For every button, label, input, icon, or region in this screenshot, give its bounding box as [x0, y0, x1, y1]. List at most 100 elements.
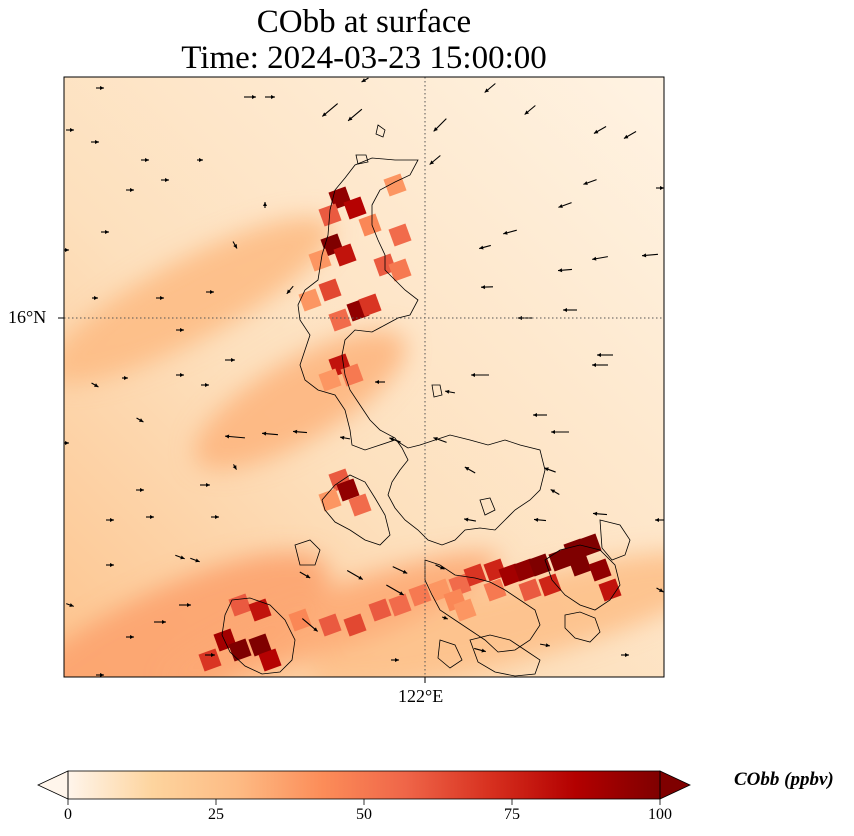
wind-arrow-head	[65, 248, 69, 252]
wind-arrow	[321, 103, 339, 117]
wind-arrow-head	[464, 467, 470, 471]
wind-arrow-head	[558, 204, 563, 208]
wind-arrow-head	[206, 483, 210, 487]
wind-arrow-head	[150, 515, 154, 519]
wind-arrow	[176, 373, 184, 377]
wind-arrow-head	[660, 186, 664, 190]
wind-arrow	[558, 202, 572, 208]
colorbar-title: CObb (ppbv)	[734, 769, 834, 790]
hotspot-cell	[343, 196, 367, 220]
wind-arrow-head	[544, 467, 549, 472]
wind-arrow	[441, 615, 449, 620]
co-grid-cells	[198, 173, 622, 672]
wind-arrow	[197, 158, 203, 162]
wind-arrow	[190, 557, 200, 563]
wind-arrow	[592, 256, 608, 261]
coastline-segment	[221, 597, 296, 675]
wind-arrow	[433, 437, 447, 443]
hotspot-cell	[368, 598, 392, 622]
colorbar-max-extend	[659, 770, 691, 800]
wind-arrow-head	[479, 245, 484, 250]
coastline-segment	[479, 497, 496, 516]
colorbar-tick-label: 100	[648, 806, 672, 823]
coastline-segment	[599, 519, 631, 561]
wind-arrow	[244, 95, 256, 99]
hotspot-cell	[348, 493, 372, 517]
wind-arrow	[205, 653, 215, 657]
wind-arrow-head	[211, 653, 215, 657]
wind-arrow	[66, 603, 74, 607]
wind-arrow-head	[433, 127, 438, 132]
wind-arrow-head	[534, 517, 539, 522]
wind-arrow-head	[180, 373, 184, 377]
wind-arrow-head	[231, 358, 235, 362]
hotspot-cell	[228, 593, 252, 617]
wind-arrow-head	[263, 202, 267, 206]
wind-arrow	[92, 296, 98, 300]
wind-arrow	[391, 658, 399, 662]
hotspot-cell	[538, 573, 562, 597]
wind-arrow-head	[597, 353, 601, 357]
wind-arrow	[176, 328, 184, 332]
wind-arrow-head	[262, 431, 267, 436]
hotspot-cell	[358, 293, 382, 317]
hotspot-cell	[343, 613, 367, 637]
wind-arrow-head	[162, 620, 166, 624]
wind-vectors	[64, 77, 664, 677]
wind-arrow-head	[545, 643, 550, 648]
hotspot-cell	[563, 538, 587, 562]
wind-arrow-head	[550, 489, 556, 494]
wind-arrow	[474, 647, 486, 653]
colorbar-bar	[68, 771, 660, 799]
plume-band	[307, 551, 664, 677]
hotspot-cell	[598, 578, 622, 602]
wind-arrow	[126, 635, 134, 639]
wind-arrow-head	[313, 627, 318, 632]
wind-arrow	[479, 244, 491, 250]
hotspot-cell	[388, 593, 412, 617]
wind-arrow-head	[433, 437, 438, 441]
wind-arrow	[593, 126, 607, 134]
wind-arrow	[444, 389, 456, 394]
wind-arrow	[524, 105, 536, 115]
wind-arrow-head	[100, 673, 104, 677]
wind-arrow-head	[130, 188, 134, 192]
wind-arrow-head	[340, 435, 345, 440]
wind-arrow	[464, 466, 476, 474]
wind-arrow	[544, 467, 556, 473]
hotspot-cell	[318, 278, 342, 302]
coastline-segment	[321, 474, 391, 546]
wind-arrow-head	[358, 575, 363, 580]
wind-arrow-head	[210, 290, 214, 294]
hotspot-cell	[248, 633, 272, 657]
wind-arrow	[156, 296, 164, 300]
wind-arrow-head	[110, 518, 114, 522]
colorbar-tick-label: 50	[356, 806, 372, 823]
hotspot-cell	[333, 243, 357, 267]
wind-arrow-head	[95, 140, 99, 144]
wind-arrow	[200, 483, 210, 487]
colorbar-tick-label: 0	[64, 806, 72, 823]
hotspot-cell	[336, 478, 360, 502]
wind-arrow	[533, 517, 547, 522]
hotspot-cell	[463, 563, 487, 587]
wind-arrow	[146, 515, 154, 519]
wind-arrow	[551, 430, 569, 434]
wind-arrow-head	[395, 658, 399, 662]
wind-arrow-head	[124, 376, 128, 380]
wind-arrow-head	[592, 363, 596, 367]
wind-arrow	[656, 186, 664, 190]
wind-arrow	[224, 434, 246, 439]
wind-arrow	[175, 554, 185, 560]
wind-arrow-head	[593, 511, 598, 516]
wind-arrow	[286, 285, 294, 295]
wind-arrow-head	[70, 128, 74, 132]
wind-arrow-head	[252, 95, 256, 99]
wind-arrow-head	[361, 78, 366, 82]
wind-arrow	[299, 571, 311, 579]
wind-arrow-head	[558, 268, 563, 273]
wind-arrow	[136, 488, 144, 492]
wind-arrow-head	[69, 603, 74, 607]
wind-arrow-head	[642, 253, 647, 258]
hotspot-cell	[358, 213, 382, 237]
